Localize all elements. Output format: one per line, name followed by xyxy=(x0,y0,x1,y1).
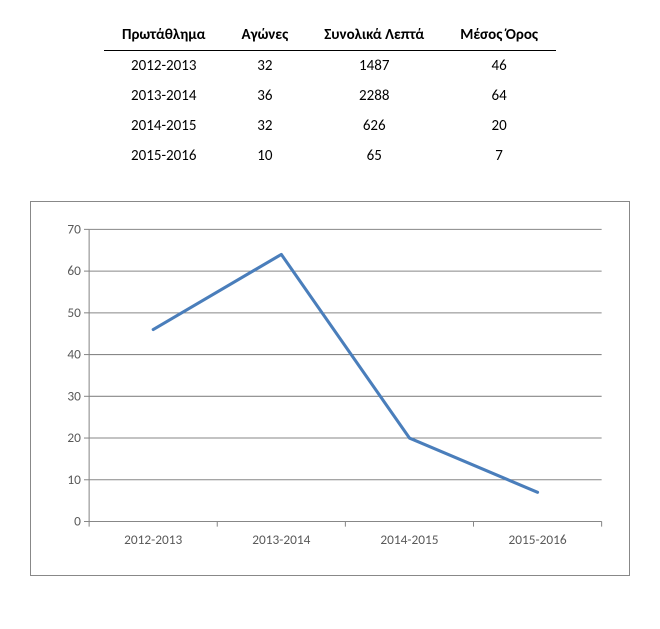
table-row: 2015-2016 10 65 7 xyxy=(104,141,556,171)
svg-text:50: 50 xyxy=(67,304,81,321)
table-row: 2014-2015 32 626 20 xyxy=(104,111,556,141)
col-average: Μέσος Όρος xyxy=(442,20,556,51)
svg-text:10: 10 xyxy=(67,471,81,488)
col-total-minutes: Συνολικά Λεπτά xyxy=(306,20,442,51)
chart-container: 0 10 20 30 40 50 60 70 2012-2013 2013-2014 2014-20… xyxy=(30,201,630,576)
svg-text:70: 70 xyxy=(67,220,81,237)
svg-text:0: 0 xyxy=(74,513,81,530)
table-row: 2012-2013 32 1487 46 xyxy=(104,51,556,82)
svg-text:30: 30 xyxy=(67,387,81,404)
svg-text:2013-2014: 2013-2014 xyxy=(252,531,310,548)
svg-text:60: 60 xyxy=(67,262,81,279)
svg-text:2014-2015: 2014-2015 xyxy=(380,531,438,548)
svg-text:2015-2016: 2015-2016 xyxy=(509,531,567,548)
col-season: Πρωτάθλημα xyxy=(104,20,224,51)
svg-text:2012-2013: 2012-2013 xyxy=(124,531,182,548)
table-row: 2013-2014 36 2288 64 xyxy=(104,81,556,111)
table-body: 2012-2013 32 1487 46 2013-2014 36 2288 6… xyxy=(104,51,556,172)
table-header-row: Πρωτάθλημα Αγώνες Συνολικά Λεπτά Μέσος Ό… xyxy=(104,20,556,51)
average-line-chart: 0 10 20 30 40 50 60 70 2012-2013 2013-2014 2014-20… xyxy=(43,214,617,563)
svg-text:20: 20 xyxy=(67,429,81,446)
svg-text:40: 40 xyxy=(67,346,81,363)
stats-table: Πρωτάθλημα Αγώνες Συνολικά Λεπτά Μέσος Ό… xyxy=(104,20,556,171)
col-games: Αγώνες xyxy=(224,20,307,51)
